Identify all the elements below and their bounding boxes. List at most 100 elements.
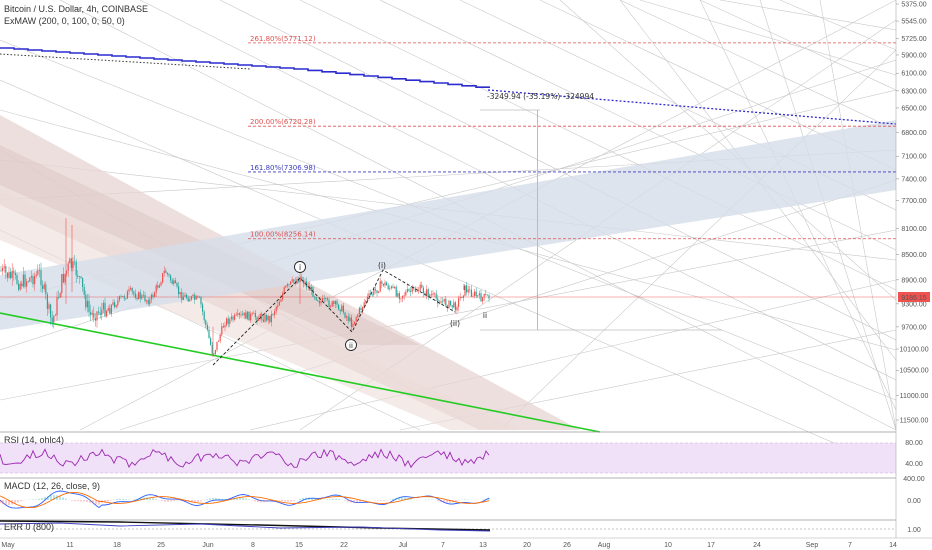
wave-labels: i ii (i) (ii) i ii: [294, 261, 487, 351]
candle-body: [42, 285, 44, 289]
candle-body: [437, 298, 439, 304]
candle-body: [395, 286, 397, 297]
moving-average-line: [0, 47, 490, 88]
time-tick-label: 7: [848, 542, 852, 549]
candle-body: [323, 298, 325, 299]
candle-body: [390, 286, 392, 289]
wave-label-i: i: [299, 263, 301, 272]
fibonacci-levels: 261.80%(5771.12) 200.00%(6720.28) 161.80%(…: [248, 35, 896, 240]
candle-body: [160, 282, 162, 286]
candle-body: [198, 297, 200, 298]
fib-level-label: 100.00%(8256.14): [250, 231, 316, 239]
candle-body: [158, 285, 160, 288]
candle-body: [78, 276, 80, 278]
candle-body: [253, 312, 255, 314]
candle-body: [232, 316, 234, 320]
candle-body: [210, 338, 212, 345]
candle-body: [245, 312, 247, 319]
candle-body: [139, 292, 141, 299]
candlestick-series: [0, 218, 490, 358]
candle-body: [163, 270, 165, 274]
candle-body: [10, 271, 12, 279]
ma-projection-dotted: [487, 89, 897, 125]
candle-body: [267, 316, 269, 321]
candle-body: [221, 326, 223, 335]
candle-body: [326, 298, 328, 300]
macd-line: [0, 490, 490, 509]
candle-body: [392, 286, 394, 288]
candle-body: [40, 270, 42, 286]
price-tick-label: 6500.00: [901, 105, 926, 112]
macd-axis-ticks: 400.00 0.00: [903, 476, 925, 505]
candle-body: [130, 287, 132, 290]
blue-channel-band: [0, 120, 896, 330]
measure-box: [537, 110, 538, 330]
fib-level-label: 161.80%(7306.98): [250, 164, 316, 172]
candle-body: [386, 282, 388, 286]
candle-body: [67, 263, 69, 271]
candle-body: [61, 274, 63, 294]
macd-tick-0: 0.00: [907, 498, 921, 505]
candle-body: [235, 314, 237, 316]
candle-body: [344, 312, 346, 318]
candle-body: [37, 270, 39, 275]
candle-body: [448, 300, 450, 308]
candle-body: [194, 294, 196, 300]
candle-body: [26, 281, 28, 287]
candle-body: [189, 299, 191, 302]
candle-body: [219, 334, 221, 342]
candle-body: [101, 309, 103, 315]
candle-body: [373, 289, 375, 295]
price-tick-label: 7400.00: [901, 176, 926, 183]
candle-body: [14, 272, 16, 276]
candle-body: [157, 285, 159, 288]
candle-body: [240, 314, 242, 316]
time-tick-label: May: [1, 542, 15, 549]
time-tick-label: 22: [340, 542, 348, 549]
candle-body: [275, 306, 277, 312]
candle-body: [184, 294, 186, 297]
candle-body: [0, 270, 2, 272]
trend-fan-lines: [0, 0, 897, 471]
candle-body: [48, 304, 50, 309]
candle-body: [286, 283, 288, 286]
price-tick-label: 6100.00: [901, 71, 926, 78]
candle-body: [331, 301, 333, 307]
candle-body: [120, 296, 122, 297]
candle-body: [224, 325, 226, 328]
candle-body: [230, 316, 232, 320]
candle-body: [349, 317, 351, 321]
candle-body: [302, 280, 304, 284]
candle-body: [91, 313, 93, 315]
candle-body: [70, 258, 72, 268]
candle-body: [352, 323, 354, 327]
candle-body: [147, 300, 149, 305]
candle-body: [408, 289, 410, 291]
candle-body: [109, 308, 111, 314]
time-tick-label: 7: [441, 542, 445, 549]
candle-body: [126, 291, 128, 299]
candle-body: [150, 294, 152, 300]
candle-body: [378, 291, 380, 293]
candle-body: [32, 276, 34, 285]
price-axis: [896, 0, 932, 538]
candle-body: [246, 311, 248, 319]
candle-body: [186, 294, 188, 299]
candle-body: [443, 298, 445, 302]
candle-body: [88, 300, 90, 313]
candle-body: [355, 317, 357, 322]
fan-line: [779, 0, 897, 51]
candle-body: [102, 302, 104, 310]
candle-body: [165, 270, 167, 273]
candle-body: [301, 276, 303, 281]
time-tick-label: Jun: [202, 542, 213, 549]
candle-body: [459, 296, 461, 299]
candle-body: [3, 266, 5, 268]
ratio-line-blue: [0, 522, 491, 532]
candle-body: [397, 293, 399, 297]
candle-body: [330, 306, 332, 308]
candle-body: [2, 267, 4, 271]
candle-body: [53, 315, 55, 323]
candle-body: [394, 286, 396, 288]
